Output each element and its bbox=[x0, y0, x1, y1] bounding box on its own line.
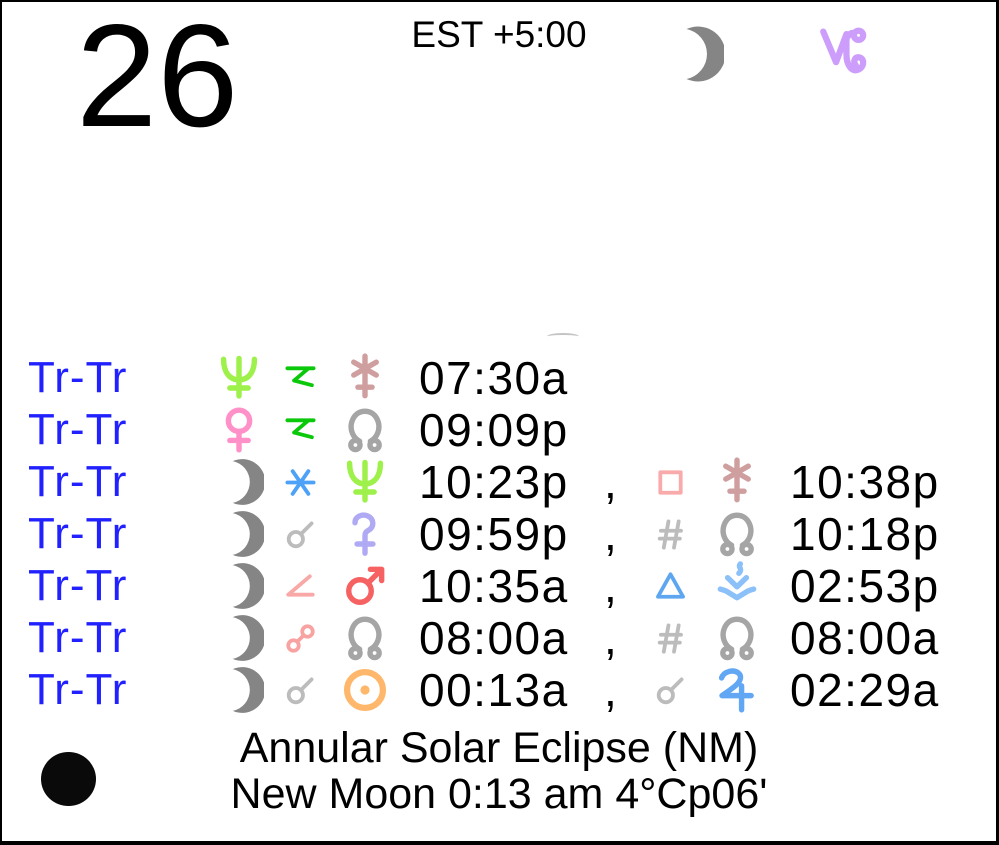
conjunction-icon bbox=[653, 673, 688, 708]
transit-type-label: Tr-Tr bbox=[28, 509, 128, 558]
transit-type-label: Tr-Tr bbox=[28, 561, 128, 610]
transit-row: Tr-Tr 09:59p, 10:18p bbox=[2, 508, 996, 560]
new-moon-icon bbox=[41, 752, 96, 806]
semisquare-icon bbox=[283, 569, 318, 604]
transit-type-label: Tr-Tr bbox=[28, 405, 128, 454]
day-number: 26 bbox=[76, 0, 239, 157]
juno-icon bbox=[712, 457, 762, 507]
contraparallel-icon bbox=[653, 621, 688, 656]
sextile-icon bbox=[283, 465, 318, 500]
transit-row: Tr-Tr 07:30a bbox=[2, 352, 996, 404]
transit-row: Tr-Tr 00:13a, 02:29a bbox=[2, 664, 996, 716]
new-moon-detail: New Moon 0:13 am 4°Cp06' bbox=[230, 770, 768, 818]
venus-icon bbox=[214, 405, 264, 455]
neptune-icon bbox=[340, 457, 390, 507]
comma-separator: , bbox=[604, 456, 617, 508]
eclipse-title: Annular Solar Eclipse (NM) bbox=[239, 724, 759, 772]
moon-icon bbox=[214, 665, 264, 715]
comma-separator: , bbox=[604, 560, 617, 612]
ceres-icon bbox=[340, 509, 390, 559]
moon-icon bbox=[214, 613, 264, 663]
neptune-icon bbox=[214, 353, 264, 403]
square-icon bbox=[653, 465, 688, 500]
transit-row: Tr-Tr 10:35a, 02:53p bbox=[2, 560, 996, 612]
transit-row: Tr-Tr 08:00a, 08:00a bbox=[2, 612, 996, 664]
event-time: 08:00a bbox=[419, 612, 569, 664]
moon-icon bbox=[214, 561, 264, 611]
transit-type-label: Tr-Tr bbox=[28, 353, 128, 402]
quincunx-icon bbox=[283, 361, 318, 396]
vesta-icon bbox=[712, 561, 762, 611]
transit-type-label: Tr-Tr bbox=[28, 457, 128, 506]
comma-separator: , bbox=[604, 612, 617, 664]
event-time: 07:30a bbox=[419, 352, 569, 404]
node-icon bbox=[340, 405, 390, 455]
moon-icon bbox=[664, 22, 724, 86]
event-time: 10:23p bbox=[419, 456, 569, 508]
moon-icon bbox=[214, 509, 264, 559]
event-time: 10:38p bbox=[790, 456, 940, 508]
event-time: 10:35a bbox=[419, 560, 569, 612]
stray-mark bbox=[547, 333, 579, 340]
comma-separator: , bbox=[604, 664, 617, 716]
node-icon bbox=[712, 509, 762, 559]
event-time: 02:29a bbox=[790, 664, 940, 716]
moon-icon bbox=[214, 457, 264, 507]
opposition-icon bbox=[283, 621, 318, 656]
quincunx-icon bbox=[283, 413, 318, 448]
comma-separator: , bbox=[604, 508, 617, 560]
transit-row: Tr-Tr 10:23p, 10:38p bbox=[2, 456, 996, 508]
sun-icon bbox=[340, 665, 390, 715]
transit-type-label: Tr-Tr bbox=[28, 613, 128, 662]
conjunction-icon bbox=[283, 673, 318, 708]
event-time: 02:53p bbox=[790, 560, 940, 612]
node-icon bbox=[712, 613, 762, 663]
mars-icon bbox=[340, 561, 390, 611]
event-time: 09:59p bbox=[419, 508, 569, 560]
event-time: 09:09p bbox=[419, 404, 569, 456]
juno-icon bbox=[340, 353, 390, 403]
trine-icon bbox=[653, 569, 688, 604]
transit-type-label: Tr-Tr bbox=[28, 665, 128, 714]
jupiter-icon bbox=[712, 665, 762, 715]
contraparallel-icon bbox=[653, 517, 688, 552]
event-time: 10:18p bbox=[790, 508, 940, 560]
capricorn-icon bbox=[816, 20, 874, 84]
transit-row: Tr-Tr 09:09p bbox=[2, 404, 996, 456]
conjunction-icon bbox=[283, 517, 318, 552]
event-time: 00:13a bbox=[419, 664, 569, 716]
timezone-label: EST +5:00 bbox=[411, 14, 587, 55]
node-icon bbox=[340, 613, 390, 663]
event-time: 08:00a bbox=[790, 612, 940, 664]
